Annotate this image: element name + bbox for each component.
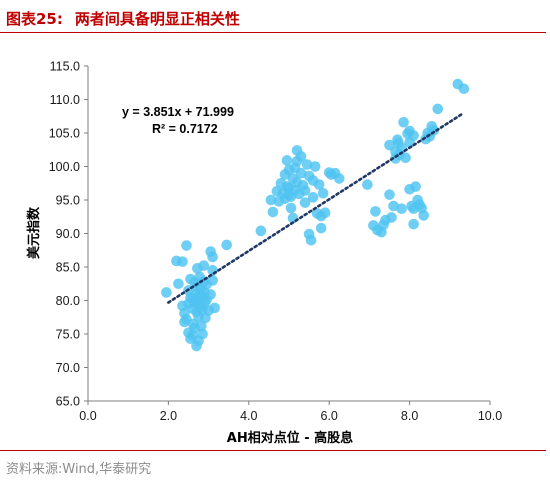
- source-note: 资料来源:Wind,华泰研究: [6, 462, 152, 477]
- tick-labels: 65.0 70.0 75.0 80.0 85.0 90.0 95.0 100.0 105.0 11…: [49, 60, 502, 424]
- data-point: [209, 302, 220, 314]
- y-tick-label: 100.0: [49, 160, 80, 174]
- data-point: [396, 203, 407, 215]
- data-point: [400, 152, 411, 164]
- axes: [84, 65, 491, 405]
- x-tick-label: 2.0: [160, 409, 177, 423]
- data-point: [384, 189, 395, 200]
- data-point: [307, 192, 319, 203]
- data-point: [281, 155, 293, 166]
- data-point: [408, 130, 419, 141]
- data-point: [418, 210, 429, 221]
- data-point: [313, 179, 325, 190]
- x-tick-label: 6.0: [321, 409, 338, 423]
- data-point: [299, 197, 311, 208]
- data-point: [255, 225, 267, 237]
- data-point: [221, 239, 232, 251]
- data-point: [207, 265, 218, 276]
- y-axis-title: 美元指数: [26, 206, 42, 259]
- y-tick-label: 85.0: [56, 261, 80, 275]
- title-rule: [0, 32, 546, 33]
- x-tick-label: 10.0: [478, 409, 502, 423]
- y-tick-label: 65.0: [56, 395, 80, 409]
- source-rule: [0, 450, 546, 451]
- figure-label: 图表25:: [6, 10, 63, 28]
- data-point: [205, 289, 216, 300]
- data-point: [198, 260, 210, 271]
- scatter-chart: 65.0 70.0 75.0 80.0 85.0 90.0 95.0 100.0 105.0 11…: [26, 60, 502, 447]
- data-point: [207, 275, 218, 286]
- data-point: [317, 188, 329, 199]
- data-point: [432, 103, 444, 115]
- y-tick-label: 105.0: [49, 127, 80, 141]
- y-tick-label: 90.0: [56, 227, 80, 241]
- data-points: [161, 78, 470, 352]
- data-point: [333, 173, 345, 184]
- x-tick-label: 0.0: [79, 409, 96, 423]
- trendline-path: [167, 112, 464, 304]
- x-tick-label: 8.0: [401, 409, 418, 423]
- x-tick-label: 4.0: [240, 409, 257, 423]
- figure-title: 图表25: 两者间具备明显正相关性: [6, 8, 240, 29]
- data-point: [398, 116, 409, 128]
- data-point: [301, 159, 313, 170]
- data-point: [309, 161, 321, 172]
- data-point: [458, 83, 470, 95]
- y-tick-label: 75.0: [56, 328, 80, 342]
- data-point: [265, 194, 277, 206]
- data-point: [161, 287, 172, 298]
- data-point: [289, 162, 301, 174]
- y-tick-label: 95.0: [56, 194, 80, 208]
- data-point: [285, 202, 297, 214]
- x-axis-title: AH相对点位 - 高股息: [227, 430, 353, 446]
- y-tick-label: 70.0: [56, 361, 80, 375]
- figure-title-text: 两者间具备明显正相关性: [74, 10, 240, 28]
- data-point: [295, 151, 307, 162]
- data-point: [370, 206, 381, 217]
- y-tick-label: 110.0: [50, 93, 80, 107]
- data-point: [388, 200, 399, 212]
- y-tick-label: 80.0: [56, 294, 80, 308]
- data-point: [319, 207, 331, 219]
- data-point: [362, 179, 373, 190]
- data-point: [179, 316, 190, 328]
- data-point: [267, 206, 279, 218]
- data-point: [283, 190, 295, 201]
- figure-header: 图表25: 两者间具备明显正相关性: [4, 2, 544, 32]
- data-point: [205, 246, 216, 257]
- data-point: [315, 222, 327, 234]
- y-tick-label: 115.0: [50, 60, 80, 74]
- data-point: [408, 218, 419, 230]
- data-point: [197, 328, 208, 340]
- trendline: [167, 112, 464, 304]
- data-point: [181, 240, 192, 251]
- data-point: [305, 234, 317, 246]
- data-point: [187, 330, 198, 341]
- trend-equation: y = 3.851x + 71.999: [122, 105, 234, 119]
- data-point: [386, 212, 397, 223]
- data-point: [410, 181, 421, 192]
- r-squared-label: R² = 0.7172: [152, 122, 218, 136]
- data-point: [299, 185, 311, 196]
- data-point: [171, 255, 182, 267]
- data-point: [173, 278, 184, 290]
